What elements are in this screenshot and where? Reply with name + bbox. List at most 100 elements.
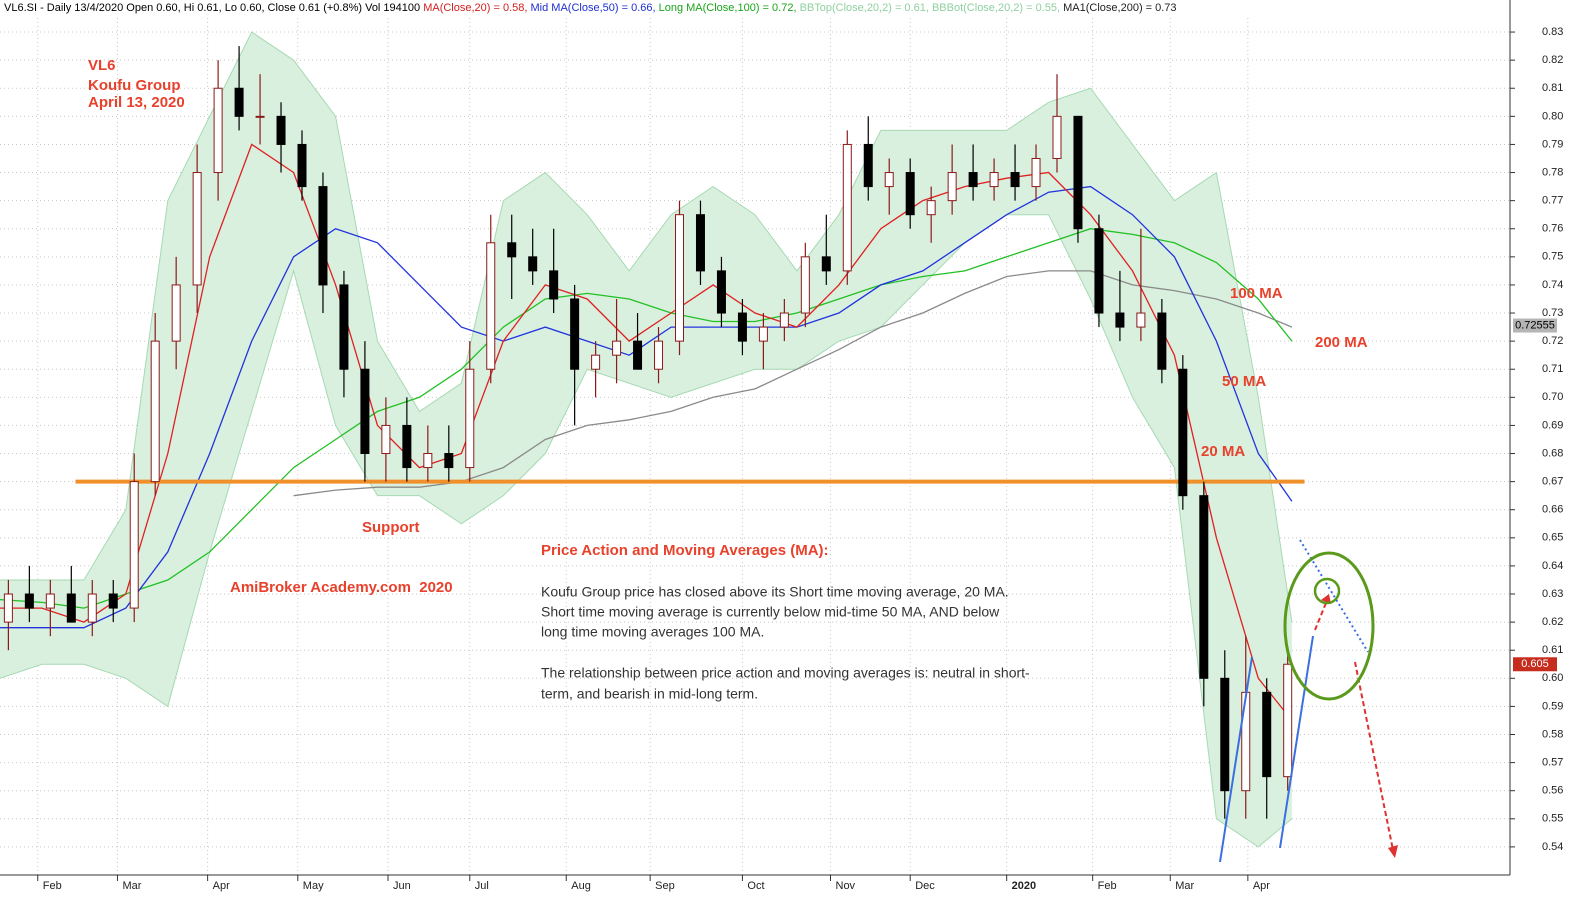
candle-body — [633, 340, 643, 370]
candle-body — [318, 186, 328, 286]
note-line: The relationship between price action an… — [541, 665, 1030, 681]
candle-body — [1094, 228, 1104, 314]
arrow-head — [1388, 845, 1398, 858]
y-tick-label: 0.57 — [1542, 757, 1563, 769]
candle-body — [66, 593, 76, 623]
y-tick-label: 0.72 — [1542, 335, 1563, 347]
candle-body — [381, 424, 391, 455]
x-tick-label: Apr — [213, 880, 230, 892]
y-tick-label: 0.75 — [1542, 251, 1563, 263]
site-label: AmiBroker Academy.com 2020 — [230, 579, 453, 596]
title-line: VL6 — [88, 57, 116, 74]
trend-line — [1219, 656, 1253, 863]
candle-body — [821, 256, 831, 272]
candle-body — [779, 312, 789, 328]
y-tick-label: 0.66 — [1542, 504, 1563, 516]
header-part: BBTop(Close,20,2) = 0.61, — [800, 2, 932, 14]
y-tick-label: 0.64 — [1542, 560, 1563, 572]
ma-label: 100 MA — [1230, 285, 1283, 302]
candle-body — [297, 143, 307, 188]
candle-body — [360, 368, 370, 455]
candle-body — [716, 270, 726, 314]
candle-body — [591, 354, 601, 370]
candle-body — [675, 214, 684, 342]
ma-line — [0, 143, 1293, 721]
header-part: VL6.SI - Daily 13/4/2020 Open 0.60, Hi 0… — [4, 2, 423, 14]
y-tick-label: 0.62 — [1542, 616, 1563, 628]
x-tick-label: Apr — [1253, 880, 1270, 892]
price-marker — [1513, 318, 1557, 333]
candle-body — [926, 200, 936, 216]
candle-body — [1220, 677, 1230, 792]
y-tick-label: 0.55 — [1542, 813, 1563, 825]
x-tick-label: Aug — [571, 880, 591, 892]
candle-body — [737, 312, 747, 342]
candle-body — [654, 340, 664, 370]
y-tick-label: 0.60 — [1542, 672, 1563, 684]
candle-body — [1283, 663, 1293, 778]
candle-body — [108, 593, 118, 609]
y-tick-label: 0.67 — [1542, 476, 1563, 488]
y-tick-label: 0.82 — [1542, 54, 1563, 66]
y-tick-label: 0.81 — [1542, 82, 1563, 94]
candle-body — [800, 256, 810, 314]
header-part: Long MA(Close,100) = 0.72, — [659, 2, 800, 14]
y-tick-label: 0.71 — [1542, 363, 1563, 375]
note-line: term, and bearish in mid-long term. — [541, 686, 758, 702]
candle-body — [1115, 312, 1125, 328]
candle-body — [255, 115, 265, 118]
note-line: Koufu Group price has closed above its S… — [541, 584, 1009, 600]
y-tick-label: 0.56 — [1542, 785, 1563, 797]
candle-body — [1052, 115, 1062, 159]
candle-body — [465, 368, 475, 469]
candle-body — [1178, 368, 1188, 497]
candle-body — [863, 143, 873, 188]
y-tick-label: 0.54 — [1542, 841, 1563, 853]
y-tick-label: 0.68 — [1542, 447, 1563, 459]
ma-line — [0, 228, 1293, 609]
x-tick-label: Feb — [1098, 880, 1117, 892]
highlight-ellipse — [1283, 551, 1375, 701]
y-tick-label: 0.61 — [1542, 644, 1563, 656]
candle-body — [528, 256, 538, 272]
candle-body — [234, 87, 244, 117]
candles — [3, 46, 1293, 819]
price-marker — [1513, 657, 1557, 672]
ma-label: 20 MA — [1201, 443, 1245, 460]
candle-body — [968, 172, 978, 188]
x-tick-label: Oct — [747, 880, 764, 892]
title-line: Koufu Group — [88, 77, 180, 94]
candle-body — [276, 115, 286, 145]
band-bottom — [0, 214, 1293, 848]
x-tick-label: Feb — [43, 880, 62, 892]
candle-body — [3, 593, 13, 623]
header-part: BBBot(Close,20,2) = 0.55, — [932, 2, 1063, 14]
header-part: MA1(Close,200) = 0.73 — [1063, 2, 1176, 14]
x-tick-label: May — [303, 880, 324, 892]
y-tick-label: 0.74 — [1542, 279, 1563, 291]
candle-body — [45, 593, 55, 609]
y-tick-label: 0.58 — [1542, 728, 1563, 740]
candle-body — [444, 453, 454, 469]
y-tick-label: 0.83 — [1542, 26, 1563, 38]
x-tick-label: Jul — [475, 880, 489, 892]
candle-body — [947, 172, 957, 202]
candle-body — [989, 172, 999, 188]
candle-body — [1010, 172, 1020, 188]
y-tick-label: 0.69 — [1542, 419, 1563, 431]
candle-body — [1073, 115, 1083, 230]
candle-body — [150, 340, 160, 483]
note-line: long time moving averages 100 MA. — [541, 624, 764, 640]
candle-body — [192, 172, 202, 286]
candle-body — [570, 298, 580, 370]
candle-body — [402, 424, 412, 469]
note-line: Short time moving average is currently b… — [541, 604, 1000, 620]
candle-body — [1136, 312, 1146, 328]
candle-body — [171, 284, 181, 342]
candle-body — [423, 453, 433, 469]
header-part: MA(Close,20) = 0.58, — [423, 2, 530, 14]
candle-body — [549, 270, 559, 300]
highlight-circle — [1313, 577, 1341, 605]
y-tick-label: 0.80 — [1542, 110, 1563, 122]
moving-averages — [0, 143, 1293, 721]
